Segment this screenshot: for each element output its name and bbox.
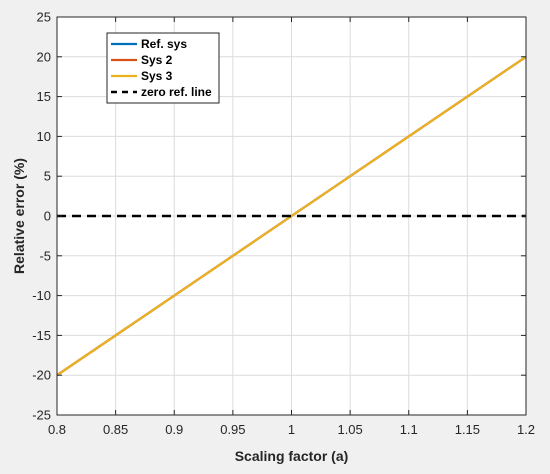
y-tick-label: -5 xyxy=(39,248,51,263)
series-lines xyxy=(56,55,527,377)
x-tick-label: 0.95 xyxy=(220,422,245,437)
y-tick-label: -15 xyxy=(32,328,51,343)
x-tick-label: 1.1 xyxy=(400,422,418,437)
y-tick-label: 5 xyxy=(44,169,51,184)
x-tick-label: 0.85 xyxy=(103,422,128,437)
legend-label-1: Ref. sys xyxy=(141,37,187,51)
x-axis-title: Scaling factor (a) xyxy=(235,448,349,464)
y-tick-label: 10 xyxy=(37,129,51,144)
x-tick-label: 1.15 xyxy=(455,422,480,437)
legend-label-3: Sys 3 xyxy=(141,69,173,83)
legend: Ref. sys Sys 2 Sys 3 zero ref. line xyxy=(106,32,220,104)
x-tick-label: 1.05 xyxy=(337,422,362,437)
y-axis-title: Relative error (%) xyxy=(11,158,27,274)
legend-label-4: zero ref. line xyxy=(141,85,212,99)
series-line-3 xyxy=(56,55,527,377)
y-tick-label: -25 xyxy=(32,408,51,423)
x-tick-label: 1 xyxy=(288,422,295,437)
y-tick-label: 0 xyxy=(44,209,51,224)
x-tick-label: 0.8 xyxy=(48,422,66,437)
y-tick-label: -10 xyxy=(32,288,51,303)
y-tick-label: 15 xyxy=(37,89,51,104)
legend-label-2: Sys 2 xyxy=(141,53,173,67)
axis-ticks: 0.8 0.85 0.9 0.95 1 1.05 1.1 1.15 1.2 -25 -20 -15 -1… xyxy=(32,10,535,438)
x-tick-label: 1.2 xyxy=(517,422,535,437)
y-tick-label: 25 xyxy=(37,10,51,25)
y-tick-label: 20 xyxy=(37,49,51,64)
x-tick-label: 0.9 xyxy=(165,422,183,437)
y-tick-label: -20 xyxy=(32,368,51,383)
